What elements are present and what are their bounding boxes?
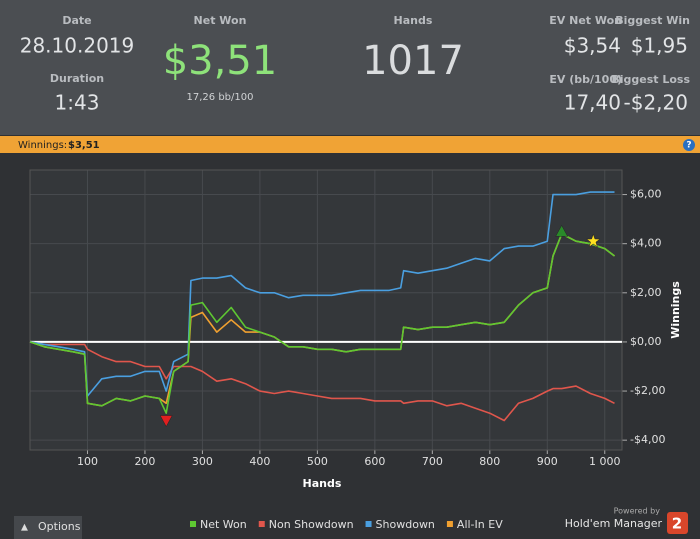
plot-area bbox=[30, 170, 622, 450]
ev-bb-value: 17,40 bbox=[564, 91, 621, 115]
x-tick-label: 800 bbox=[479, 455, 500, 468]
net-won-label: Net Won bbox=[194, 14, 247, 27]
series-line bbox=[29, 341, 615, 422]
net-won-bb: 17,26 bb/100 bbox=[187, 92, 254, 103]
options-arrow[interactable]: ▲ bbox=[21, 523, 28, 533]
biggest-loss-label: Biggest Loss bbox=[611, 73, 690, 86]
x-tick-label: 500 bbox=[307, 455, 328, 468]
y-tick-label: -$2,00 bbox=[630, 384, 665, 397]
marker bbox=[555, 224, 569, 237]
banner-value: $3,51 bbox=[68, 140, 100, 151]
y-tick-label: $4,00 bbox=[630, 237, 662, 250]
legend: Net Won Non Showdown Showdown All-In EV bbox=[190, 518, 503, 531]
legend-label: Net Won bbox=[200, 518, 247, 531]
legend-label: Showdown bbox=[376, 518, 435, 531]
hands-value: 1017 bbox=[362, 38, 464, 84]
x-tick-label: 600 bbox=[364, 455, 385, 468]
options-button[interactable] bbox=[14, 516, 82, 539]
x-tick-label: 300 bbox=[192, 455, 213, 468]
y-axis-label: Winnings bbox=[669, 281, 682, 339]
duration-value: 1:43 bbox=[55, 91, 100, 115]
brand-name: Hold'em Manager bbox=[565, 517, 663, 530]
x-tick-label: 100 bbox=[77, 455, 98, 468]
legend-label: Non Showdown bbox=[269, 518, 354, 531]
x-tick-label: 1 000 bbox=[589, 455, 621, 468]
help-icon[interactable] bbox=[683, 139, 695, 151]
hands-label: Hands bbox=[394, 14, 433, 27]
x-tick-label: 700 bbox=[422, 455, 443, 468]
x-tick-label: 900 bbox=[537, 455, 558, 468]
plot-border bbox=[29, 169, 623, 451]
marker bbox=[585, 233, 601, 248]
biggest-loss-value: -$2,20 bbox=[624, 91, 688, 115]
y-tick-label: $2,00 bbox=[630, 286, 662, 299]
legend-swatch bbox=[258, 521, 265, 527]
series-line bbox=[29, 233, 615, 414]
help-icon-text[interactable]: ? bbox=[686, 141, 691, 151]
marker bbox=[159, 415, 173, 428]
x-tick-label: 200 bbox=[134, 455, 155, 468]
biggest-win-value: $1,95 bbox=[631, 34, 688, 58]
chart: -$4,00 -$2,00 $0,00 $2,00 $4,00 $6,00 100 200 30… bbox=[29, 169, 665, 468]
legend-swatch bbox=[365, 521, 372, 527]
biggest-win-label: Biggest Win bbox=[615, 14, 690, 27]
x-axis-label: Hands bbox=[303, 477, 342, 490]
legend-swatch bbox=[190, 521, 196, 527]
banner-label: Winnings: bbox=[18, 140, 67, 151]
brand-logo bbox=[667, 512, 688, 534]
duration-label: Duration bbox=[50, 72, 104, 85]
ev-bb-label: EV (bb/100) bbox=[549, 73, 622, 86]
powered-by: Powered by bbox=[614, 507, 661, 516]
header-panel bbox=[0, 0, 700, 135]
brand-logo-text: 2 bbox=[672, 515, 682, 533]
y-tick-label: -$4,00 bbox=[630, 433, 665, 446]
options-text[interactable]: Options bbox=[38, 520, 81, 533]
x-tick-label: 400 bbox=[249, 455, 270, 468]
banner bbox=[0, 136, 700, 153]
y-tick-label: $6,00 bbox=[630, 188, 662, 201]
series-line bbox=[29, 191, 615, 397]
legend-swatch bbox=[446, 521, 453, 527]
ev-net-won-value: $3,54 bbox=[564, 34, 621, 58]
date-value: 28.10.2019 bbox=[20, 34, 135, 58]
y-tick-label: $0,00 bbox=[630, 335, 662, 348]
date-label: Date bbox=[62, 14, 91, 27]
ev-net-won-label: EV Net Won bbox=[549, 14, 622, 27]
net-won-value: $3,51 bbox=[163, 38, 278, 84]
legend-label: All-In EV bbox=[457, 518, 503, 531]
